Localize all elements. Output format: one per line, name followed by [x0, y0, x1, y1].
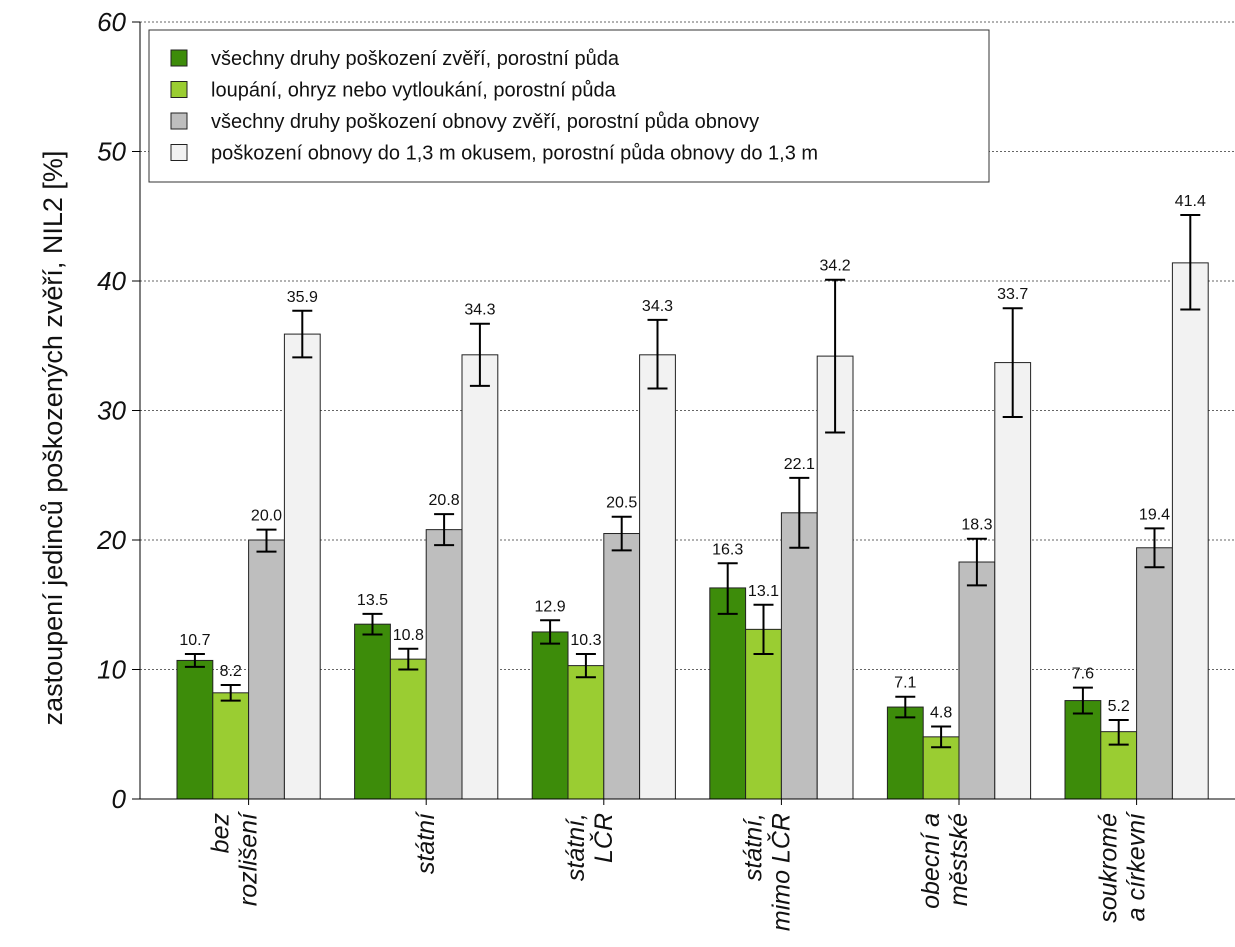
y-axis-title: zastoupení jedinců poškozených zvěří, NI…	[38, 151, 68, 726]
error-bars	[184, 213, 1201, 749]
data-label: 7.1	[894, 675, 916, 692]
y-tick-label: 40	[97, 266, 126, 296]
bar	[461, 354, 499, 800]
legend-swatch	[170, 49, 188, 67]
legend-swatch	[170, 112, 188, 130]
category-label: bez	[207, 813, 235, 854]
category-label: a církevní	[1123, 811, 1151, 921]
bars	[176, 262, 1209, 800]
bar	[212, 692, 250, 800]
bar	[886, 706, 924, 800]
data-label: 20.0	[251, 508, 282, 525]
bar	[567, 665, 605, 800]
category-label: mimo LČR	[766, 813, 795, 931]
category-label: LČR	[589, 813, 618, 863]
data-label: 7.6	[1072, 666, 1094, 683]
data-label: 12.9	[535, 598, 566, 615]
data-label: 20.5	[606, 495, 637, 512]
data-label: 19.4	[1139, 506, 1170, 523]
bar	[780, 512, 818, 800]
data-label: 5.2	[1108, 698, 1130, 715]
bar	[389, 658, 427, 800]
data-label: 41.4	[1175, 193, 1206, 210]
data-label: 8.2	[220, 663, 242, 680]
category-label: státní,	[739, 813, 767, 881]
data-label: 18.3	[961, 517, 992, 534]
y-tick-label: 20	[96, 525, 126, 555]
bar	[176, 659, 214, 800]
category-label: rozlišení	[235, 811, 263, 906]
bar	[248, 539, 285, 800]
bar	[1136, 547, 1173, 800]
bar	[283, 333, 321, 800]
category-label: městské	[945, 813, 973, 906]
legend-entry: všechny druhy poškození zvěří, porostní …	[211, 48, 620, 70]
bar	[709, 587, 747, 800]
data-label: 22.1	[784, 456, 815, 473]
bar	[1064, 700, 1102, 800]
data-label: 4.8	[930, 704, 952, 721]
category-label: státní	[412, 811, 440, 874]
bar	[1171, 262, 1209, 800]
category-label: obecní a	[917, 813, 945, 909]
bar	[603, 533, 641, 800]
data-label: 10.7	[179, 632, 210, 649]
y-tick-labels: 0 10 20 30 40 50 60	[96, 7, 126, 814]
category-label: státní,	[562, 813, 590, 881]
y-tick-label: 60	[97, 7, 126, 37]
bar	[639, 354, 676, 800]
bar	[531, 631, 569, 800]
bar	[425, 529, 463, 800]
legend-swatch	[170, 81, 188, 98]
legend: všechny druhy poškození zvěří, porostní …	[148, 29, 990, 183]
data-label: 35.9	[287, 289, 318, 306]
legend-swatch	[170, 144, 188, 161]
data-label: 13.5	[357, 592, 388, 609]
data-label: 20.8	[429, 492, 460, 509]
legend-entry: všechny druhy poškození obnovy zvěří, po…	[211, 111, 759, 133]
data-label: 34.3	[642, 298, 673, 315]
legend-entry: loupání, ohryz nebo vytloukání, porostní…	[211, 80, 617, 102]
data-label: 10.3	[570, 632, 601, 649]
data-label: 10.8	[393, 627, 424, 644]
value-labels: 10.7 8.2 20.0 35.9 13.5 10.8 20.8 34.3 12.910.3 2…	[179, 193, 1206, 722]
bar	[745, 628, 782, 800]
data-label: 13.1	[748, 583, 779, 600]
legend-entry: poškození obnovy do 1,3 m okusem, porost…	[211, 143, 818, 165]
y-tick-label: 10	[97, 655, 126, 685]
data-label: 33.7	[997, 286, 1028, 303]
bar	[354, 623, 391, 800]
bar	[994, 362, 1032, 800]
data-label: 34.3	[464, 302, 495, 319]
bar	[958, 561, 996, 800]
y-tick-label: 0	[112, 784, 127, 814]
y-tick-label: 30	[97, 396, 126, 426]
category-label: soukromé	[1095, 813, 1123, 923]
axes	[132, 21, 1235, 805]
grid-lines	[140, 21, 1235, 670]
category-labels: bez rozlišení státní státní, LČR státní, mimo …	[207, 811, 1151, 931]
y-tick-label: 50	[97, 137, 126, 167]
data-label: 16.3	[712, 541, 743, 558]
data-label: 34.2	[820, 258, 851, 275]
legend-box	[148, 29, 990, 183]
